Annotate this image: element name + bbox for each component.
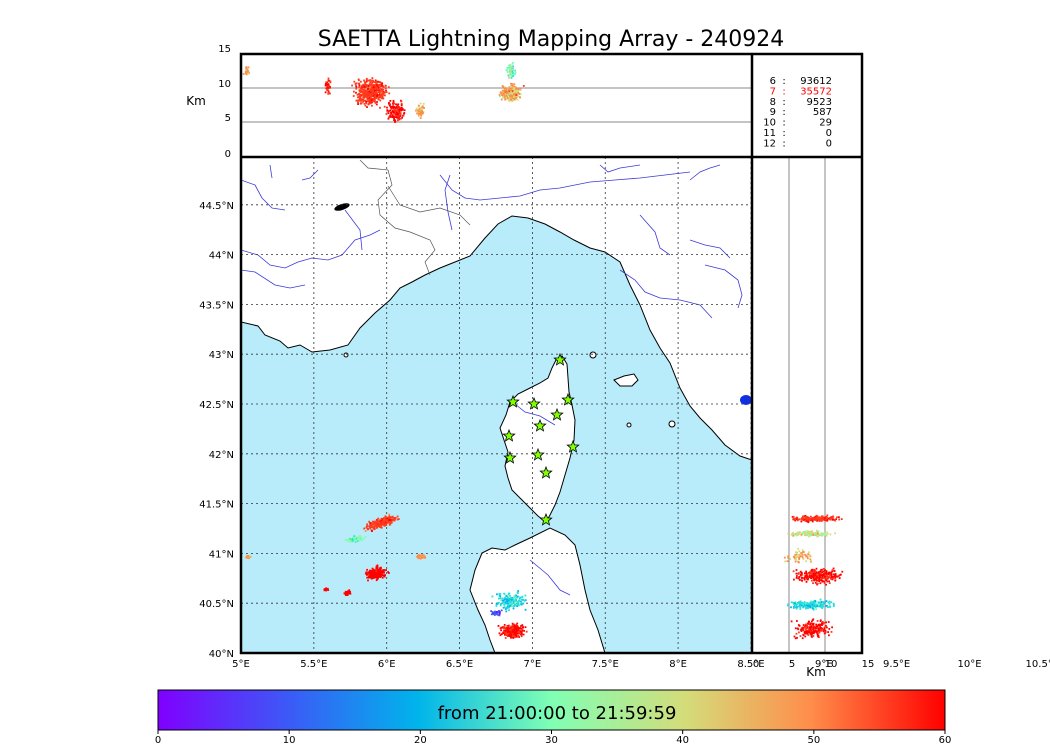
longitude-tick-label: 7.5°E xyxy=(592,659,619,670)
station-count-n: 8 xyxy=(770,97,776,108)
altitude-scatter-top xyxy=(242,62,525,123)
latitude-tick-label: 42.5°N xyxy=(199,400,234,411)
station-star-icon xyxy=(531,447,545,461)
station-count-value: 29 xyxy=(819,118,832,129)
latitude-tick-label: 41°N xyxy=(209,549,234,560)
longitude-tick-label: 6.5°E xyxy=(446,659,473,670)
station-count-sep: : xyxy=(782,118,785,129)
colorbar-label: from 21:00:00 to 21:59:59 xyxy=(438,703,677,724)
lma-station-markers xyxy=(502,352,580,526)
station-count-value: 35572 xyxy=(800,86,832,97)
altitude-latitude-panel: 0 5 10 15 Km xyxy=(752,157,874,679)
colorbar-tick-label: 20 xyxy=(414,735,427,746)
station-count-sep: : xyxy=(782,128,785,139)
colorbar-tick-label: 0 xyxy=(155,735,161,746)
map-panel: 5°E 5.5°E 6°E 6.5°E 7°E 7.5°E 8°E 8.5°E 9°E 9.5°E… xyxy=(199,157,1050,670)
station-count-n: 10 xyxy=(763,118,776,129)
side-xtick-15: 15 xyxy=(862,659,875,670)
station-star-icon xyxy=(539,465,553,479)
latitude-tick-labels: 44.5°N 44°N 43.5°N 43°N 42.5°N 42°N 41.5°N 41°N… xyxy=(199,201,234,660)
top-ytick-0: 0 xyxy=(225,149,231,160)
side-panel-xlabel: Km xyxy=(806,665,826,679)
altitude-longitude-panel: Km 15 10 5 0 xyxy=(186,44,752,160)
top-ytick-15: 15 xyxy=(218,44,231,55)
altitude-scatter-side xyxy=(783,514,844,640)
station-star-icon xyxy=(561,392,575,406)
side-xtick-5: 5 xyxy=(789,659,795,670)
station-star-icon xyxy=(506,394,520,408)
station-count-value: 93612 xyxy=(800,76,832,87)
panel-frames xyxy=(239,52,864,655)
station-star-icon xyxy=(539,512,553,526)
station-count-n: 11 xyxy=(763,128,776,139)
station-count-sep: : xyxy=(782,86,785,97)
time-colorbar: from 21:00:00 to 21:59:59 0 10 20 30 40 50 60 xyxy=(155,689,952,746)
latitude-tick-label: 42°N xyxy=(209,450,234,461)
station-count-sep: : xyxy=(782,107,785,118)
colorbar-tick-label: 60 xyxy=(939,735,952,746)
latitude-tick-label: 44°N xyxy=(209,251,234,262)
latitude-tick-label: 43°N xyxy=(209,350,234,361)
longitude-tick-label: 6°E xyxy=(378,659,396,670)
station-count-sep: : xyxy=(782,76,785,87)
top-panel-ylabel: Km xyxy=(186,94,206,108)
station-count-sep: : xyxy=(782,138,785,149)
station-star-icon xyxy=(553,352,567,366)
colorbar-tick-label: 30 xyxy=(545,735,558,746)
figure-title: SAETTA Lightning Mapping Array - 240924 xyxy=(318,27,785,52)
latitude-tick-label: 40°N xyxy=(209,649,234,660)
latitude-tick-label: 40.5°N xyxy=(199,599,234,610)
colorbar-tick-labels: 0 10 20 30 40 50 60 xyxy=(155,730,952,746)
station-star-icon xyxy=(566,439,580,453)
top-ytick-5: 5 xyxy=(225,113,231,124)
colorbar-tick-label: 50 xyxy=(807,735,820,746)
longitude-tick-labels: 5°E 5.5°E 6°E 6.5°E 7°E 7.5°E 8°E 8.5°E 9°E 9.5°E… xyxy=(232,659,1050,670)
longitude-tick-label: 5°E xyxy=(232,659,250,670)
top-ytick-10: 10 xyxy=(218,79,231,90)
longitude-tick-label: 7°E xyxy=(524,659,542,670)
elba-island xyxy=(613,373,639,387)
station-count-sep: : xyxy=(782,97,785,108)
station-count-value: 0 xyxy=(826,128,832,139)
station-star-icon xyxy=(550,407,564,421)
lightning-source-scatter xyxy=(245,513,528,639)
station-count-n: 9 xyxy=(770,107,776,118)
colorbar-tick-label: 10 xyxy=(283,735,296,746)
latitude-tick-label: 41.5°N xyxy=(199,500,234,511)
colorbar-gradient xyxy=(157,689,946,731)
latitude-tick-label: 44.5°N xyxy=(199,201,234,212)
station-count-box: 6: 93612 7: 35572 8: 9523 9: 587 10: 29 11: 0 12: 0 xyxy=(752,54,862,157)
station-star-icon xyxy=(503,450,517,464)
station-count-value: 9523 xyxy=(807,97,832,108)
longitude-tick-label: 5.5°E xyxy=(300,659,327,670)
station-star-icon xyxy=(527,396,541,410)
longitude-tick-label: 9.5°E xyxy=(883,659,910,670)
station-count-value: 0 xyxy=(826,138,832,149)
station-count-n: 12 xyxy=(763,138,776,149)
sea-area xyxy=(241,215,752,653)
longitude-tick-label: 9°E xyxy=(815,659,833,670)
side-xtick-10: 10 xyxy=(825,659,838,670)
station-count-n: 7 xyxy=(770,86,776,97)
corsica-island xyxy=(499,355,576,523)
longitude-tick-label: 10°E xyxy=(957,659,981,670)
colorbar-tick-label: 40 xyxy=(676,735,689,746)
station-count-value: 587 xyxy=(813,107,832,118)
station-star-icon xyxy=(533,418,547,432)
longitude-tick-label: 10.5°E xyxy=(1026,659,1050,670)
longitude-tick-label: 8.5°E xyxy=(737,659,764,670)
station-count-n: 6 xyxy=(770,76,776,87)
longitude-tick-label: 8°E xyxy=(669,659,687,670)
edge-source-marker xyxy=(740,395,752,405)
station-star-icon xyxy=(502,428,516,442)
side-xtick-0: 0 xyxy=(753,659,759,670)
latitude-tick-label: 43.5°N xyxy=(199,300,234,311)
country-border xyxy=(359,159,471,276)
